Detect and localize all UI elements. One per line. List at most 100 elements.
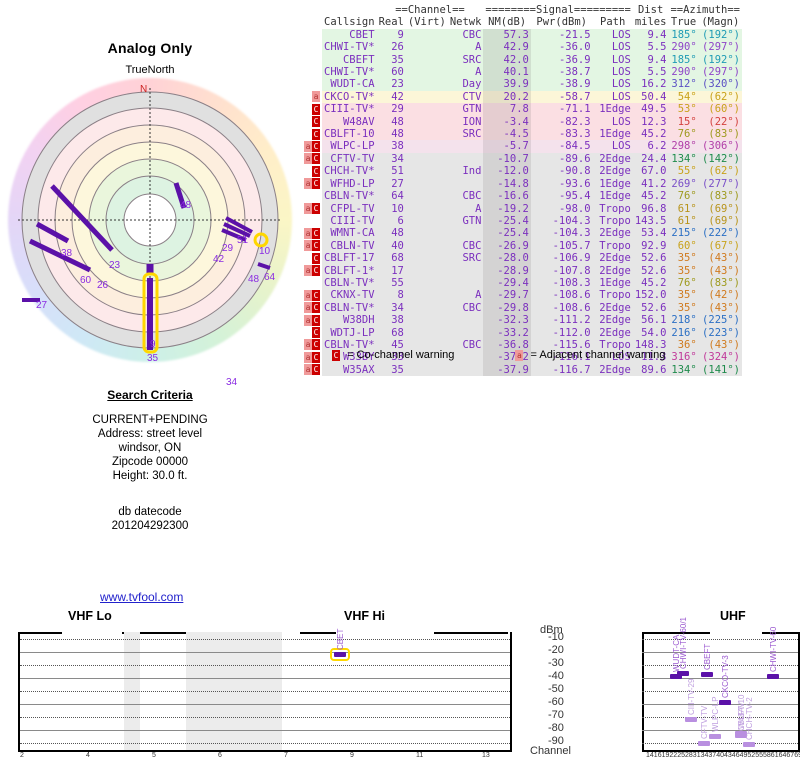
cell-distance: 152.0 [634,289,667,302]
table-row[interactable]: a C CKNX-TV 8 A -29.7 -108.6 Tropo 152.0 35° (42°) [302,289,742,302]
cell-noise-margin: -33.2 [483,326,531,339]
y-tick-label: -30 [548,656,564,669]
table-row[interactable]: CIII-TV 6 GTN -25.4 -104.3 Tropo 143.5 61° (69°) [302,214,742,228]
cell-path: 2Edge [599,314,631,327]
cell-azimuth-magnetic: (320°) [702,78,740,91]
cell-power: -90.8 [558,165,591,178]
table-row[interactable]: a C CBLN-TV 40 CBC -26.9 -105.7 Tropo 92.9 60° (67… [302,239,742,253]
table-row[interactable]: CBLN-TV* 64 CBC -16.6 -95.4 1Edge 45.2 76° (83°) [302,190,742,203]
table-row[interactable]: CHWI-TV* 26 A 42.9 -36.0 LOS 5.5 290° (297°) [302,41,742,54]
cell-callsign: CBLFT-17 [324,252,375,265]
table-row[interactable]: a C CFPL-TV 10 A -19.2 -98.0 Tropo 96.8 61° (69°) [302,202,742,215]
cell-callsign: WUDT-CA [330,78,375,91]
gridline [642,743,798,745]
x-tick-label: 40 [716,752,724,759]
table-row[interactable]: C CBLFT-17 68 SRC -28.0 -106.9 2Edge 52.6 35° (43… [302,252,742,265]
cell-callsign: CBLN-TV* [324,190,375,203]
col-callsign: Callsign [324,16,375,29]
cell-callsign: CHWI-TV* [324,66,375,79]
cell-real-channel: 8 [397,289,404,302]
gridline [20,691,510,692]
cell-noise-margin: -19.2 [483,202,531,215]
table-row[interactable]: a C CFTV-TV 34 -10.7 -89.6 2Edge 24.4 134° (142°) [302,152,742,166]
cell-azimuth-magnetic: (324°) [702,351,740,364]
cell-virtual-channel [406,116,448,128]
table-row[interactable]: C W48AV 48 ION -3.4 -82.3 LOS 12.3 15° (22°) [302,115,742,129]
adjacent-channel-badge-icon: a [312,91,320,103]
table-row[interactable]: CBET 9 CBC 57.3 -21.5 LOS 9.4 185° (192°) [302,28,742,42]
cell-path: 2Edge [599,165,631,178]
table-row[interactable]: CHWI-TV* 60 A 40.1 -38.7 LOS 5.5 290° (297°) [302,66,742,79]
polar-channel-label: 23 [109,260,121,271]
table-row[interactable]: a C CBLN-TV* 45 CBC -36.8 -115.6 Tropo 148.3 36°(… [302,338,742,352]
cell-virtual-channel [406,128,448,140]
polar-channel-label: 34 [226,377,238,388]
y-axis-label: dBm [540,624,563,636]
table-row[interactable]: CBLN-TV* 55 -29.4 -108.3 1Edge 45.2 76° (83°) [302,276,742,290]
col-nm: NM(dB) [488,16,527,29]
adjacent-channel-badge-icon: a [304,203,312,214]
co-channel-badge-icon: C [312,339,320,351]
group-header-channel: ==Channel== [395,4,465,16]
co-channel-badge-icon: C [312,289,320,301]
cell-path: Tropo [599,214,631,227]
x-tick-label: 49 [739,752,748,759]
table-row[interactable]: a CKCO-TV* 42 CTV 20.2 -58.7 LOS 50.4 54° (62°) [302,90,742,104]
table-row[interactable]: C CHCH-TV* 51 Ind -12.0 -90.8 2Edge 67.0 55° (62°… [302,165,742,178]
cell-callsign: CFTV-TV [330,152,375,165]
cell-distance: 45.2 [641,128,667,141]
table-row[interactable]: a C W38DH 38 -32.3 -111.2 2Edge 56.1 218° (225°) [302,314,742,327]
cell-azimuth-true: 36° [677,338,697,351]
cell-callsign: WMNT-CA [330,227,375,240]
table-row[interactable]: a C WLPC-LP 38 -5.7 -84.5 LOS 6.2 298° (306°) [302,140,742,153]
x-tick-label: 31 [692,752,701,759]
table-row[interactable]: C CIII-TV* 29 GTN 7.8 -71.1 1Edge 49.5 53° (60°) [302,103,742,116]
table-row[interactable]: CBEFT 35 SRC 42.0 -36.9 LOS 9.4 185° (192°) [302,53,742,67]
table-row[interactable]: C WDTJ-LP 68 -33.2 -112.0 2Edge 54.0 216° (223°) [302,326,742,339]
polar-channel-label: 10 [259,246,271,257]
cell-distance: 148.3 [634,338,667,351]
table-row[interactable]: WUDT-CA 23 Day 39.9 -38.9 LOS 16.2 312° (320°) [302,78,742,91]
cell-real-channel: 51 [391,165,404,178]
cell-callsign: CBLFT-1* [324,264,375,277]
spectrum-chart: VHF Lo VHF Hi CBET 2 4 5 6 7 9 11 13 dBm -10 -20… [0,609,800,768]
table-row[interactable]: C CBLFT-10 48 SRC -4.5 -83.3 1Edge 45.2 76° (83°) [302,128,742,141]
table-row[interactable]: a C WFHD-LP 27 -14.8 -93.6 1Edge 41.2 269° (277°) [302,177,742,191]
table-row[interactable]: a C W35AX 35 -37.9 -116.7 2Edge 89.6 134° (141°) [302,363,742,377]
tvfool-link[interactable]: www.tvfool.com [100,590,184,604]
x-tick-label: 64 [778,752,787,759]
polar-channel-label: 38 [61,248,73,259]
table-row[interactable]: a C WMNT-CA 48 -25.4 -104.3 2Edge 53.4 215° (222°… [302,227,742,240]
cell-azimuth-true: 35° [677,289,697,302]
cell-callsign: CIII-TV* [324,103,375,116]
cell-azimuth-true: 76° [677,190,697,203]
datecode-label: db datecode [118,506,182,518]
cell-real-channel: 34 [391,152,404,165]
cell-distance: 50.4 [641,90,667,103]
adjacent-channel-badge-icon: a [304,302,312,314]
table-row[interactable]: a C CBLN-TV* 34 CBC -29.8 -108.6 2Edge 52.6 35° (4… [302,301,742,315]
cell-virtual-channel [406,91,448,103]
x-tick-label: 7 [284,752,288,759]
co-channel-badge-icon: C [312,314,320,326]
cell-distance: 96.8 [641,202,667,215]
cell-azimuth-magnetic: (192°) [702,53,740,66]
cell-power: -71.1 [558,103,591,116]
cell-azimuth-magnetic: (142°) [702,152,740,165]
cell-azimuth-true: 76° [677,128,697,141]
gridline [642,651,798,653]
polar-plot-panel: Analog Only TrueNorth [0,0,300,388]
row-warning-badges [302,214,322,228]
vhfhi-rule-left [300,632,336,634]
cell-callsign: CBLN-TV [330,239,375,252]
cell-network: A [475,41,482,54]
cell-noise-margin: -16.6 [483,190,531,203]
cell-distance: 52.6 [641,301,667,314]
table-row[interactable]: a C CBLFT-1* 17 -28.9 -107.8 2Edge 52.6 35° (43°) [302,264,742,277]
y-tick-label: -10 [548,630,564,643]
adjacent-channel-badge-icon: a [304,240,312,252]
cell-callsign: CBLN-TV* [324,338,375,351]
